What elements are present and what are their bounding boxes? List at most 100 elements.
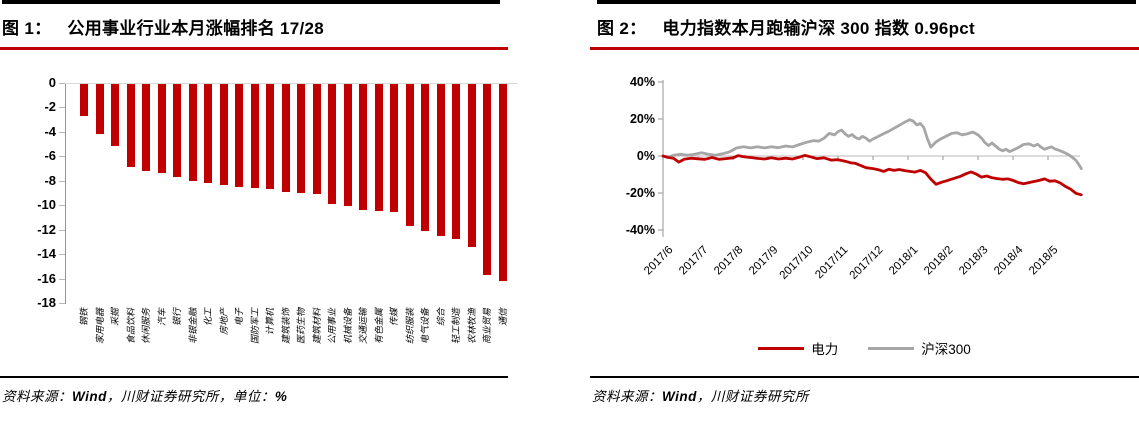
figure1-title-number: 图 1： <box>2 19 52 38</box>
category-label: 休闲服务 <box>141 308 151 345</box>
y-axis-tick-mark <box>59 107 65 109</box>
category-label: 综合 <box>435 308 446 327</box>
bar <box>421 84 429 231</box>
y-axis-tick-label: 20% <box>629 112 655 126</box>
bar <box>374 84 383 211</box>
bar <box>405 84 414 226</box>
bar <box>95 84 104 134</box>
bar <box>498 84 507 281</box>
category-label: 医药生物 <box>296 308 306 345</box>
bar <box>297 84 305 193</box>
bar <box>328 84 336 204</box>
category-label: 银行 <box>172 308 182 327</box>
figure2-top-rule <box>597 0 1136 4</box>
y-axis-tick-mark <box>59 229 65 231</box>
figure2-title-number: 图 2： <box>597 19 647 38</box>
category-label: 商业贸易 <box>482 308 492 345</box>
category-label: 家用电器 <box>94 308 105 345</box>
y-axis-tick-label: -8 <box>44 172 56 188</box>
y-axis-tick-label: -14 <box>37 246 56 262</box>
y-axis-tick-mark <box>59 83 65 84</box>
bar <box>281 84 290 192</box>
category-label: 化工 <box>203 308 213 327</box>
bar <box>467 84 476 247</box>
y-axis-tick-mark <box>59 180 65 182</box>
category-label: 食品饮料 <box>125 308 136 345</box>
figure1-source-rest: ，川财证券研究所，单位： <box>106 389 275 404</box>
bar <box>219 84 228 185</box>
figure1-top-rule <box>2 0 500 4</box>
y-axis-tick-mark <box>59 254 65 256</box>
figure1-source-wind: Wind <box>72 389 107 404</box>
bar <box>436 84 445 236</box>
category-label: 国防军工 <box>249 308 260 345</box>
figure1-title: 图 1： 公用事业行业本月涨幅排名 17/28 <box>2 14 324 39</box>
category-label: 采掘 <box>110 308 120 327</box>
bar <box>266 84 274 189</box>
bar <box>188 84 197 181</box>
bar <box>80 84 88 116</box>
legend-label: 电力 <box>811 342 839 357</box>
bar <box>142 84 150 171</box>
bar-chart-y-axis-line <box>65 83 66 304</box>
figure2-source-rest: ，川财证券研究所 <box>696 389 809 404</box>
legend-line-swatch <box>868 346 915 350</box>
bar <box>312 84 321 194</box>
figure2-source-wind: Wind <box>662 389 697 404</box>
category-label: 有色金属 <box>373 308 384 345</box>
bar <box>390 84 398 212</box>
figure1-source: 资料来源：Wind，川财证券研究所，单位：% <box>2 385 287 405</box>
bar <box>452 84 460 239</box>
category-label: 房地产 <box>218 308 229 336</box>
bar-chart-utilities-ranking: 0 -2 -4 -6 -8 -10 -12 -14 -16 -18 钢铁 家用电器 采掘 食品饮料 休闲服务… <box>0 56 560 372</box>
figure1-source-rule <box>0 376 508 378</box>
y-axis-tick-mark <box>59 303 65 304</box>
line-chart-power-vs-csi300: 40% 20% 0% -20% -40% 2017/6 2017/7 2017/8 2017/9… <box>590 56 1139 308</box>
category-label: 轻工制造 <box>451 308 461 345</box>
category-label: 通信 <box>497 308 508 327</box>
legend-item: 沪深300 <box>868 338 971 358</box>
figure2-title-underline <box>590 47 1139 50</box>
category-label: 交通运输 <box>358 308 368 345</box>
figure1-title-text: 公用事业行业本月涨幅排名 17/28 <box>67 19 325 38</box>
line-chart-svg <box>658 80 1083 237</box>
bar <box>359 84 367 210</box>
figure2-source-rule <box>590 376 1139 378</box>
figure1-title-underline <box>0 47 508 50</box>
category-label: 非银金融 <box>187 308 198 345</box>
bar-chart-zero-line <box>65 83 518 84</box>
y-axis-tick-label: -18 <box>37 295 56 310</box>
y-axis-tick-label: 0 <box>48 75 56 90</box>
bar <box>173 84 181 177</box>
category-label: 计算机 <box>265 308 275 336</box>
y-axis-tick-label: -4 <box>44 123 56 139</box>
y-axis-tick-label: -2 <box>44 99 56 115</box>
legend-label: 沪深300 <box>921 342 971 357</box>
bar <box>111 84 119 146</box>
y-axis-tick-label: -12 <box>37 221 56 237</box>
bar <box>250 84 259 188</box>
category-label: 公用事业 <box>327 308 337 345</box>
y-axis-tick-label: -10 <box>37 197 56 213</box>
category-label: 汽车 <box>156 308 167 327</box>
bar <box>343 84 352 206</box>
bar <box>126 84 135 167</box>
category-label: 建筑装饰 <box>280 308 291 345</box>
figure1-source-prefix: 资料来源： <box>2 389 72 404</box>
y-axis-tick-label: -40% <box>625 223 655 237</box>
bar <box>157 84 166 173</box>
category-label: 电子 <box>234 308 244 327</box>
series-line-沪深300 <box>661 118 1083 170</box>
figure2-source-prefix: 资料来源： <box>592 389 662 404</box>
y-axis-tick-label: 40% <box>629 75 655 89</box>
y-axis-tick-label: -16 <box>37 270 56 286</box>
figure2-title-text: 电力指数本月跑输沪深 300 指数 0.96pct <box>662 19 976 38</box>
category-label: 农林牧渔 <box>466 308 477 345</box>
y-axis-tick-mark <box>59 278 65 280</box>
y-axis-tick-label: 0% <box>636 149 655 163</box>
figure2-title: 图 2： 电力指数本月跑输沪深 300 指数 0.96pct <box>597 14 975 39</box>
y-axis-tick-label: -6 <box>44 148 56 164</box>
series-line-电力 <box>661 154 1083 197</box>
y-axis-tick-mark <box>59 205 65 207</box>
